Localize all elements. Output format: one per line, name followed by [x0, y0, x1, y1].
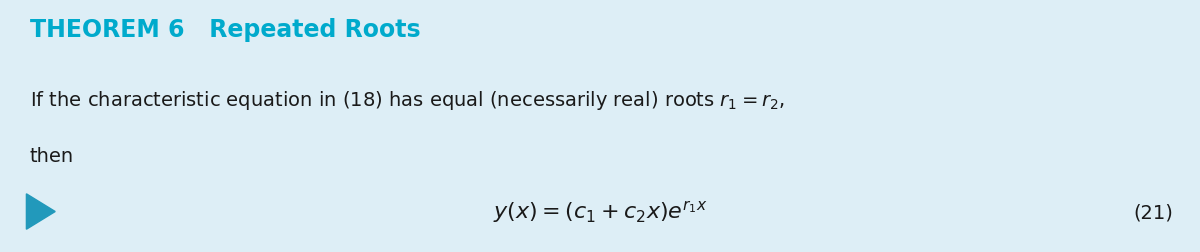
Text: THEOREM 6   Repeated Roots: THEOREM 6 Repeated Roots	[30, 18, 421, 42]
Text: If the characteristic equation in (18) has equal (necessarily real) roots $r_1 =: If the characteristic equation in (18) h…	[30, 88, 785, 111]
Text: $y(x) = (c_1 + c_2 x)e^{r_1 x}$: $y(x) = (c_1 + c_2 x)e^{r_1 x}$	[493, 199, 707, 225]
Text: (21): (21)	[1134, 202, 1174, 221]
Text: then: then	[30, 146, 74, 165]
Polygon shape	[26, 194, 55, 229]
